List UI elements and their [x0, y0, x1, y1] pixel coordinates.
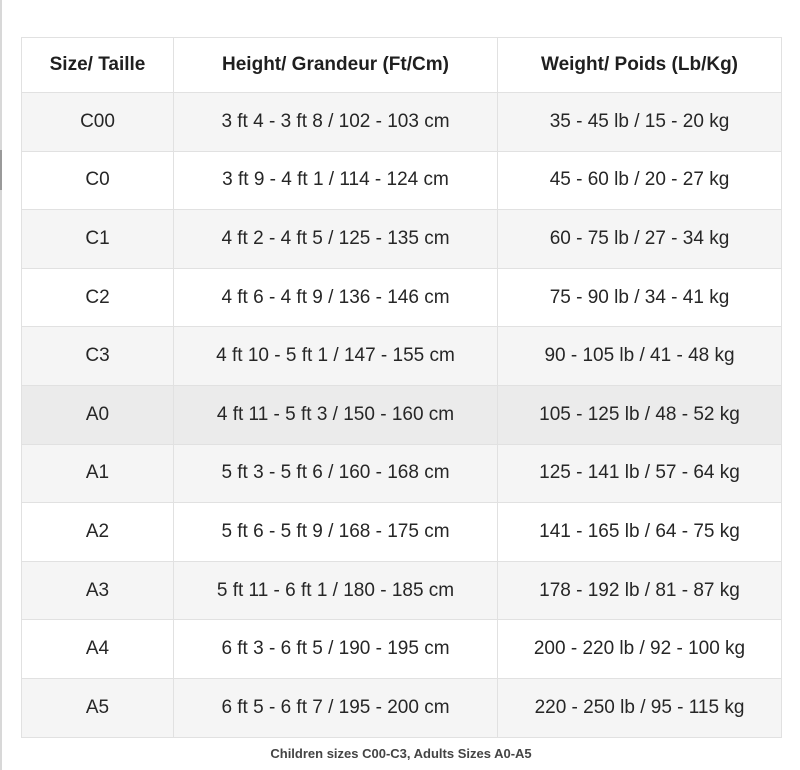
size-cell: A2 — [21, 502, 174, 562]
header-size: Size/ Taille — [21, 37, 174, 93]
table-row: A4 6 ft 3 - 6 ft 5 / 190 - 195 cm 200 - … — [21, 619, 782, 679]
table-row: C2 4 ft 6 - 4 ft 9 / 136 - 146 cm 75 - 9… — [21, 267, 782, 328]
size-cell: A5 — [21, 677, 174, 738]
table-row: C3 4 ft 10 - 5 ft 1 / 147 - 155 cm 90 - … — [21, 326, 782, 386]
table-row: A1 5 ft 3 - 5 ft 6 / 160 - 168 cm 125 - … — [21, 443, 782, 504]
header-height: Height/ Grandeur (Ft/Cm) — [173, 37, 498, 93]
table-row-highlighted: A0 4 ft 11 - 5 ft 3 / 150 - 160 cm 105 -… — [21, 384, 782, 445]
weight-cell: 35 - 45 lb / 15 - 20 kg — [497, 92, 782, 152]
table-row: A3 5 ft 11 - 6 ft 1 / 180 - 185 cm 178 -… — [21, 560, 782, 621]
height-cell: 3 ft 9 - 4 ft 1 / 114 - 124 cm — [173, 150, 498, 211]
height-cell: 5 ft 11 - 6 ft 1 / 180 - 185 cm — [173, 560, 498, 621]
scroll-indicator — [0, 150, 2, 190]
weight-cell: 178 - 192 lb / 81 - 87 kg — [497, 560, 782, 621]
size-cell: C2 — [21, 267, 174, 328]
table-row: C1 4 ft 2 - 4 ft 5 / 125 - 135 cm 60 - 7… — [21, 209, 782, 269]
size-cell: A4 — [21, 619, 174, 679]
weight-cell: 45 - 60 lb / 20 - 27 kg — [497, 150, 782, 211]
weight-cell: 105 - 125 lb / 48 - 52 kg — [497, 384, 782, 445]
table-row: A5 6 ft 5 - 6 ft 7 / 195 - 200 cm 220 - … — [21, 677, 782, 738]
weight-cell: 141 - 165 lb / 64 - 75 kg — [497, 502, 782, 562]
size-cell: C0 — [21, 150, 174, 211]
height-cell: 5 ft 6 - 5 ft 9 / 168 - 175 cm — [173, 502, 498, 562]
height-cell: 4 ft 10 - 5 ft 1 / 147 - 155 cm — [173, 326, 498, 386]
table-row: C00 3 ft 4 - 3 ft 8 / 102 - 103 cm 35 - … — [21, 92, 782, 152]
height-cell: 3 ft 4 - 3 ft 8 / 102 - 103 cm — [173, 92, 498, 152]
header-weight: Weight/ Poids (Lb/Kg) — [497, 37, 782, 93]
height-cell: 5 ft 3 - 5 ft 6 / 160 - 168 cm — [173, 443, 498, 504]
size-cell: C3 — [21, 326, 174, 386]
size-cell: C00 — [21, 92, 174, 152]
header-row: Size/ Taille Height/ Grandeur (Ft/Cm) We… — [21, 37, 782, 93]
weight-cell: 200 - 220 lb / 92 - 100 kg — [497, 619, 782, 679]
size-cell: A1 — [21, 443, 174, 504]
size-cell: A0 — [21, 384, 174, 445]
weight-cell: 75 - 90 lb / 34 - 41 kg — [497, 267, 782, 328]
table-row: C0 3 ft 9 - 4 ft 1 / 114 - 124 cm 45 - 6… — [21, 150, 782, 211]
weight-cell: 60 - 75 lb / 27 - 34 kg — [497, 209, 782, 269]
size-cell: A3 — [21, 560, 174, 621]
height-cell: 4 ft 11 - 5 ft 3 / 150 - 160 cm — [173, 384, 498, 445]
table-row: A2 5 ft 6 - 5 ft 9 / 168 - 175 cm 141 - … — [21, 502, 782, 562]
table-caption: Children sizes C00-C3, Adults Sizes A0-A… — [270, 746, 532, 761]
weight-cell: 90 - 105 lb / 41 - 48 kg — [497, 326, 782, 386]
height-cell: 4 ft 6 - 4 ft 9 / 136 - 146 cm — [173, 267, 498, 328]
size-table: Size/ Taille Height/ Grandeur (Ft/Cm) We… — [21, 37, 782, 738]
weight-cell: 125 - 141 lb / 57 - 64 kg — [497, 443, 782, 504]
size-cell: C1 — [21, 209, 174, 269]
weight-cell: 220 - 250 lb / 95 - 115 kg — [497, 677, 782, 738]
size-chart: Size/ Taille Height/ Grandeur (Ft/Cm) We… — [21, 37, 782, 738]
height-cell: 6 ft 5 - 6 ft 7 / 195 - 200 cm — [173, 677, 498, 738]
height-cell: 6 ft 3 - 6 ft 5 / 190 - 195 cm — [173, 619, 498, 679]
page-left-edge — [0, 0, 2, 770]
height-cell: 4 ft 2 - 4 ft 5 / 125 - 135 cm — [173, 209, 498, 269]
